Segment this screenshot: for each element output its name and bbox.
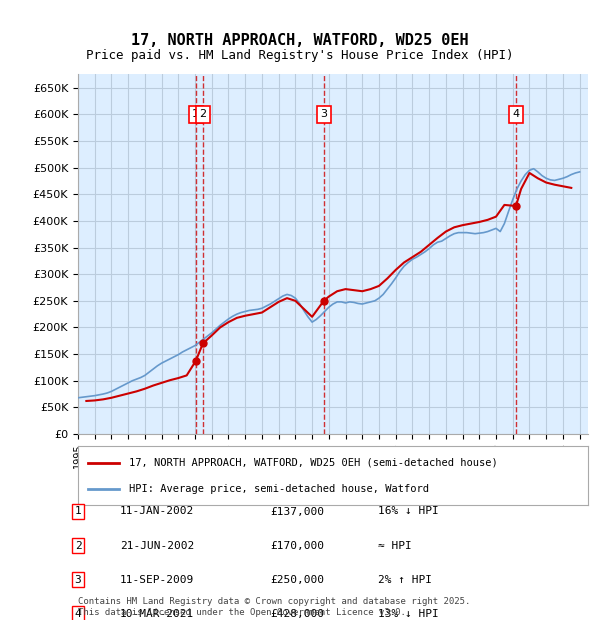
Text: Price paid vs. HM Land Registry's House Price Index (HPI): Price paid vs. HM Land Registry's House …: [86, 50, 514, 62]
Text: 3: 3: [320, 109, 328, 120]
Text: 17, NORTH APPROACH, WATFORD, WD25 0EH: 17, NORTH APPROACH, WATFORD, WD25 0EH: [131, 33, 469, 48]
Text: £137,000: £137,000: [270, 507, 324, 516]
Text: Contains HM Land Registry data © Crown copyright and database right 2025.
This d: Contains HM Land Registry data © Crown c…: [78, 598, 470, 617]
Text: 2: 2: [199, 109, 206, 120]
Text: HPI: Average price, semi-detached house, Watford: HPI: Average price, semi-detached house,…: [129, 484, 429, 494]
Text: ≈ HPI: ≈ HPI: [378, 541, 412, 551]
Text: 10-MAR-2021: 10-MAR-2021: [120, 609, 194, 619]
Text: £170,000: £170,000: [270, 541, 324, 551]
Text: 11-JAN-2002: 11-JAN-2002: [120, 507, 194, 516]
Text: 16% ↓ HPI: 16% ↓ HPI: [378, 507, 439, 516]
Text: 11-SEP-2009: 11-SEP-2009: [120, 575, 194, 585]
Text: 2% ↑ HPI: 2% ↑ HPI: [378, 575, 432, 585]
Text: 17, NORTH APPROACH, WATFORD, WD25 0EH (semi-detached house): 17, NORTH APPROACH, WATFORD, WD25 0EH (s…: [129, 458, 498, 468]
Text: 3: 3: [74, 575, 82, 585]
Text: 4: 4: [74, 609, 82, 619]
Text: £428,000: £428,000: [270, 609, 324, 619]
Text: 13% ↓ HPI: 13% ↓ HPI: [378, 609, 439, 619]
Text: 21-JUN-2002: 21-JUN-2002: [120, 541, 194, 551]
Text: 2: 2: [74, 541, 82, 551]
Text: 1: 1: [74, 507, 82, 516]
Text: 1: 1: [192, 109, 199, 120]
Text: £250,000: £250,000: [270, 575, 324, 585]
Text: 4: 4: [512, 109, 520, 120]
